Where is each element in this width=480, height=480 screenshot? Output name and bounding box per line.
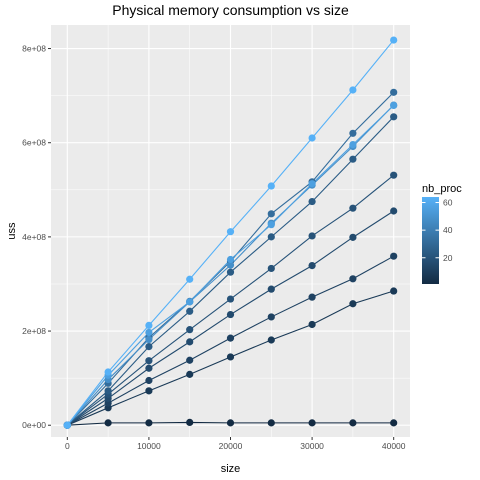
data-point-nbproc-24 [308,197,316,206]
y-tick-label: 0e+00 [22,420,46,430]
data-point-nbproc-64 [63,421,71,429]
data-point-nbproc-12 [267,313,275,321]
data-point-nbproc-48 [226,261,235,269]
x-tick-label: 0 [65,441,70,451]
legend-ticks: 20 40 60 [422,198,453,263]
chart-title: Physical memory consumption vs size [112,2,349,18]
data-point-nbproc-8 [349,300,357,308]
legend-tick-label: 60 [443,198,453,208]
data-point-nbproc-8 [226,353,235,361]
data-point-nbproc-16 [308,262,316,270]
data-point-nbproc-1 [308,419,316,427]
data-point-nbproc-16 [267,285,275,293]
data-point-nbproc-32 [390,88,398,96]
data-point-nbproc-64 [226,228,235,236]
x-axis-ticks: 0 10000 20000 30000 40000 [65,437,406,451]
data-point-nbproc-12 [308,293,316,301]
data-point-nbproc-64 [104,368,112,376]
data-point-nbproc-12 [145,376,153,385]
data-point-nbproc-16 [186,338,194,346]
data-point-nbproc-24 [226,268,235,276]
data-point-nbproc-8 [390,287,398,295]
data-point-nbproc-20 [145,357,153,365]
x-tick-label: 10000 [137,441,161,451]
y-tick-label: 2e+08 [22,326,46,336]
x-axis-title: size [221,463,241,475]
x-tick-label: 20000 [219,441,243,451]
data-point-nbproc-64 [308,134,316,142]
data-point-nbproc-8 [186,370,194,378]
legend-tick-label: 20 [443,253,453,263]
data-point-nbproc-20 [267,264,275,273]
data-point-nbproc-56 [186,298,194,306]
data-point-nbproc-12 [226,334,235,342]
data-point-nbproc-56 [145,328,153,337]
data-point-nbproc-16 [390,207,398,215]
data-point-nbproc-64 [186,275,194,283]
data-point-nbproc-8 [145,387,153,395]
data-point-nbproc-20 [349,204,357,212]
data-point-nbproc-12 [186,356,194,364]
data-point-nbproc-20 [390,171,398,179]
data-point-nbproc-24 [267,233,275,241]
data-point-nbproc-32 [267,210,275,218]
data-point-nbproc-1 [267,419,275,427]
data-point-nbproc-64 [390,36,398,44]
y-tick-label: 4e+08 [22,232,46,242]
data-point-nbproc-56 [349,140,357,149]
data-point-nbproc-20 [186,326,194,334]
series-points [63,36,398,429]
data-point-nbproc-1 [349,419,357,427]
data-point-nbproc-20 [226,295,235,303]
data-point-nbproc-12 [349,275,357,283]
data-point-nbproc-1 [104,419,112,427]
data-point-nbproc-24 [349,155,357,163]
data-point-nbproc-8 [308,320,316,329]
y-tick-label: 8e+08 [22,44,46,54]
data-point-nbproc-8 [267,336,275,344]
data-point-nbproc-24 [104,387,112,395]
data-point-nbproc-24 [145,342,153,351]
data-point-nbproc-24 [186,307,194,315]
data-point-nbproc-48 [145,335,153,344]
data-point-nbproc-64 [267,182,275,190]
data-point-nbproc-64 [349,86,357,94]
legend-tick-label: 40 [443,225,453,235]
y-tick-label: 6e+08 [22,138,46,148]
legend-colorbar [422,197,439,284]
data-point-nbproc-64 [145,321,153,330]
x-tick-label: 30000 [300,441,324,451]
data-point-nbproc-56 [226,255,235,264]
data-point-nbproc-1 [226,419,235,427]
y-axis-title: uss [6,222,18,240]
x-tick-label: 40000 [382,441,406,451]
legend: nb_proc 20 40 60 [422,183,462,284]
data-point-nbproc-32 [349,129,357,137]
data-point-nbproc-56 [308,180,316,188]
data-point-nbproc-16 [145,364,153,372]
data-point-nbproc-12 [390,252,398,260]
data-point-nbproc-1 [186,418,194,427]
data-point-nbproc-56 [390,101,398,110]
legend-title: nb_proc [422,183,462,195]
data-point-nbproc-16 [226,310,235,319]
data-point-nbproc-24 [390,113,398,121]
data-point-nbproc-16 [349,233,357,241]
data-point-nbproc-1 [145,419,153,427]
data-point-nbproc-56 [267,221,275,229]
y-axis-ticks: 0e+00 2e+08 4e+08 6e+08 8e+08 [22,44,51,430]
data-point-nbproc-20 [308,232,316,240]
data-point-nbproc-1 [390,419,398,427]
